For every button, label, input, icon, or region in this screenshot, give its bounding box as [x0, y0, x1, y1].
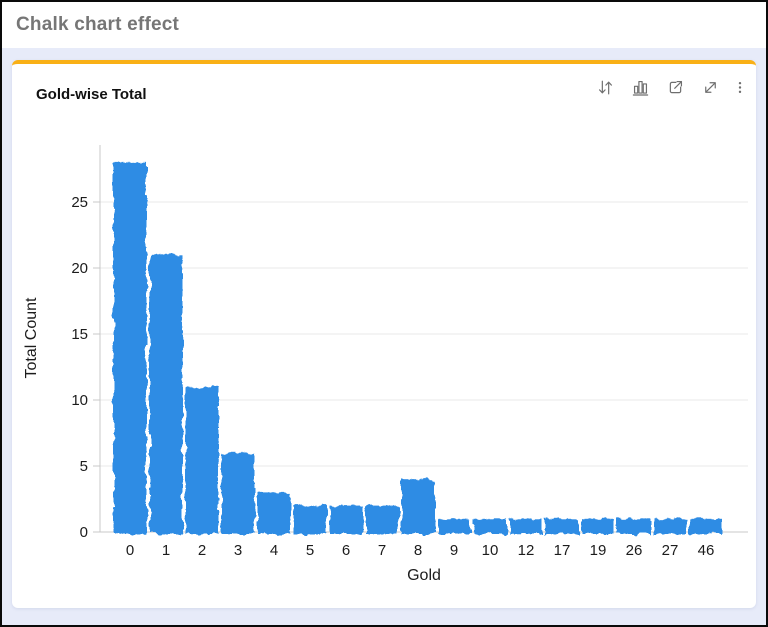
open-in-new-button[interactable]: [662, 74, 688, 100]
y-tick-label: 10: [71, 392, 88, 409]
bar-26[interactable]: [617, 518, 651, 534]
y-tick-label: 15: [71, 326, 88, 343]
bar-chart-icon: [632, 80, 648, 96]
bar-46[interactable]: [689, 518, 723, 534]
x-tick-label: 1: [162, 542, 170, 559]
bar-7[interactable]: [365, 505, 399, 534]
expand-button[interactable]: [697, 74, 723, 100]
x-tick-label: 9: [450, 542, 458, 559]
bar-0[interactable]: [113, 162, 147, 534]
bar-10[interactable]: [473, 518, 507, 534]
x-tick-label: 17: [554, 542, 571, 559]
kebab-menu-icon: [738, 81, 742, 93]
bar-12[interactable]: [509, 518, 543, 534]
chart-type-button[interactable]: [627, 74, 653, 100]
x-tick-label: 4: [270, 542, 278, 559]
bar-5[interactable]: [293, 505, 327, 534]
x-tick-label: 2: [198, 542, 206, 559]
chart-card: Gold-wise Total: [12, 60, 756, 608]
x-tick-label: 27: [662, 542, 679, 559]
x-tick-label: 7: [378, 542, 386, 559]
x-tick-label: 10: [482, 542, 499, 559]
x-tick-label: 12: [518, 542, 535, 559]
y-tick-label: 5: [80, 458, 88, 475]
more-options-button[interactable]: [732, 74, 748, 100]
x-axis-title: Gold: [407, 567, 441, 584]
x-tick-label: 5: [306, 542, 314, 559]
sort-arrows-icon: [598, 80, 612, 94]
bar-19[interactable]: [581, 518, 615, 534]
bar-27[interactable]: [653, 518, 687, 534]
y-axis-title: Total Count: [23, 297, 40, 378]
bar-2[interactable]: [185, 386, 219, 534]
x-tick-label: 19: [590, 542, 607, 559]
x-tick-label: 3: [234, 542, 242, 559]
expand-diagonal-icon: [704, 81, 716, 93]
bar-3[interactable]: [221, 452, 255, 534]
page-body: Gold-wise Total: [2, 48, 766, 608]
chart-toolbar: [592, 74, 748, 100]
bar-8[interactable]: [401, 479, 435, 534]
x-tick-label: 46: [698, 542, 715, 559]
x-tick-label: 8: [414, 542, 422, 559]
page-header: Chalk chart effect: [2, 2, 766, 48]
chart-title: Gold-wise Total: [36, 86, 147, 103]
y-tick-label: 0: [80, 524, 88, 541]
bar-1[interactable]: [149, 254, 183, 535]
x-tick-label: 26: [626, 542, 643, 559]
bar-17[interactable]: [545, 518, 579, 534]
chart-card-header: Gold-wise Total: [12, 64, 756, 103]
x-tick-label: 0: [126, 542, 134, 559]
x-tick-label: 6: [342, 542, 350, 559]
bar-4[interactable]: [257, 492, 291, 534]
bar-6[interactable]: [329, 505, 363, 534]
y-tick-label: 20: [71, 260, 88, 277]
bar-9[interactable]: [437, 518, 471, 534]
page-title: Chalk chart effect: [16, 14, 180, 35]
sort-button[interactable]: [592, 74, 618, 100]
y-tick-label: 25: [71, 194, 88, 211]
open-in-new-icon: [669, 80, 682, 93]
